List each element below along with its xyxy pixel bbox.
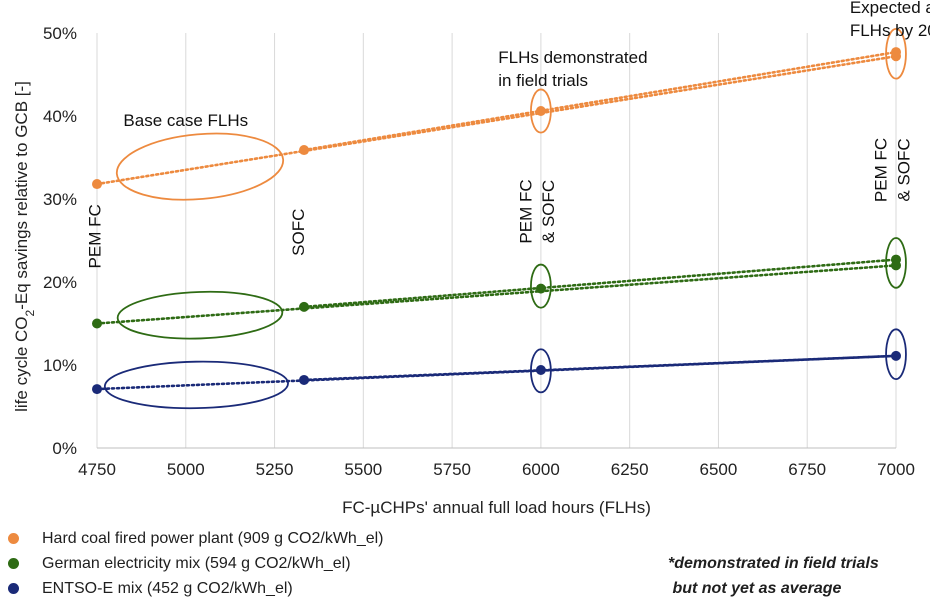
legend-item-entso-e-mix: ENTSO-E mix (452 g CO2/kWh_el) xyxy=(8,576,384,601)
point-series-0-1 xyxy=(299,145,310,156)
label-pem-sofc-7000: PEM FC & SOFC xyxy=(871,138,913,202)
y-tick-0: 0% xyxy=(52,439,77,458)
legend-item-german-mix: German electricity mix (594 g CO2/kWh_el… xyxy=(8,551,384,576)
legend-label-german-mix: German electricity mix (594 g CO2/kWh_el… xyxy=(42,554,351,572)
axes: 4750 5000 5250 5500 5750 6000 6250 6500 6750 7000… xyxy=(12,24,915,517)
x-tick-4750: 4750 xyxy=(78,460,116,479)
x-tick-7000: 7000 xyxy=(877,460,915,479)
x-tick-6750: 6750 xyxy=(788,460,826,479)
trendline-series-1-1 xyxy=(302,258,898,309)
trendline-series-0-1 xyxy=(302,50,898,152)
legend-item-hard-coal: Hard coal fired power plant (909 g CO2/k… xyxy=(8,526,384,551)
legend: Hard coal fired power plant (909 g CO2/k… xyxy=(8,526,384,601)
legend-label-entso-e-mix: ENTSO-E mix (452 g CO2/kWh_el) xyxy=(42,579,293,597)
point-series-0-2 xyxy=(535,106,546,117)
trendline-series-1-0 xyxy=(95,264,898,325)
annotation-field-trials: FLHs demonstrated in field trials xyxy=(498,48,647,90)
legend-marker-entso-e-mix xyxy=(8,583,19,594)
footnote-line-2: but not yet as average xyxy=(668,580,842,597)
highlight-ellipse-8 xyxy=(885,328,907,381)
point-series-2-1 xyxy=(299,374,310,385)
footnote: *demonstrated in field trials but not ye… xyxy=(668,551,879,601)
point-series-0-4 xyxy=(891,47,901,58)
point-series-2-0 xyxy=(92,384,102,395)
y-tick-50: 50% xyxy=(43,24,77,43)
point-series-1-0 xyxy=(92,318,102,329)
trendlines xyxy=(95,50,898,391)
y-tick-30: 30% xyxy=(43,190,77,209)
x-tick-6250: 6250 xyxy=(611,460,649,479)
x-tick-5500: 5500 xyxy=(344,460,382,479)
highlight-ellipse-5 xyxy=(885,237,907,289)
label-sofc-5333: SOFC xyxy=(289,209,308,256)
annotations: Base case FLHs FLHs demonstrated in field … xyxy=(86,0,930,268)
highlight-ellipse-1 xyxy=(530,88,552,134)
legend-label-hard-coal: Hard coal fired power plant (909 g CO2/k… xyxy=(42,529,384,547)
x-tick-5250: 5250 xyxy=(256,460,294,479)
highlight-ellipses xyxy=(103,27,907,410)
data-points xyxy=(92,47,901,395)
x-tick-5000: 5000 xyxy=(167,460,205,479)
label-pem-sofc-6000: PEM FC & SOFC xyxy=(516,179,558,243)
highlight-ellipse-3 xyxy=(116,290,284,340)
grid xyxy=(96,33,897,448)
x-tick-6000: 6000 xyxy=(522,460,560,479)
highlight-ellipse-4 xyxy=(530,263,552,309)
trendline-series-0-0 xyxy=(95,54,898,186)
y-tick-10: 10% xyxy=(43,356,77,375)
annotation-expected-2025: Expected averageFLHs by 2025* xyxy=(850,0,930,40)
trendline-series-2-1 xyxy=(302,354,898,382)
x-tick-6500: 6500 xyxy=(700,460,738,479)
point-series-0-0 xyxy=(92,179,102,190)
point-series-1-1 xyxy=(299,301,310,312)
annotation-base-case: Base case FLHs xyxy=(123,111,248,130)
point-series-2-3 xyxy=(891,350,901,361)
chart: 4750 5000 5250 5500 5750 6000 6250 6500 6750 7000… xyxy=(12,0,930,517)
highlight-ellipse-2 xyxy=(885,27,907,80)
footnote-line-1: *demonstrated in field trials xyxy=(668,555,879,572)
legend-marker-german-mix xyxy=(8,558,19,569)
point-series-1-2 xyxy=(535,283,546,294)
point-series-2-2 xyxy=(535,364,546,375)
legend-marker-hard-coal xyxy=(8,533,19,544)
y-axis-title: life cycle CO2-Eq savings relative to GC… xyxy=(12,81,37,412)
x-tick-5750: 5750 xyxy=(433,460,471,479)
highlight-ellipse-6 xyxy=(103,360,289,410)
y-tick-40: 40% xyxy=(43,107,77,126)
point-series-1-4 xyxy=(891,254,901,265)
x-axis-title: FC-µCHPs' annual full load hours (FLHs) xyxy=(342,498,651,517)
highlight-ellipse-7 xyxy=(530,348,552,394)
label-pem-fc-4750: PEM FC xyxy=(86,204,105,268)
highlight-ellipse-0 xyxy=(115,132,285,201)
y-tick-20: 20% xyxy=(43,273,77,292)
